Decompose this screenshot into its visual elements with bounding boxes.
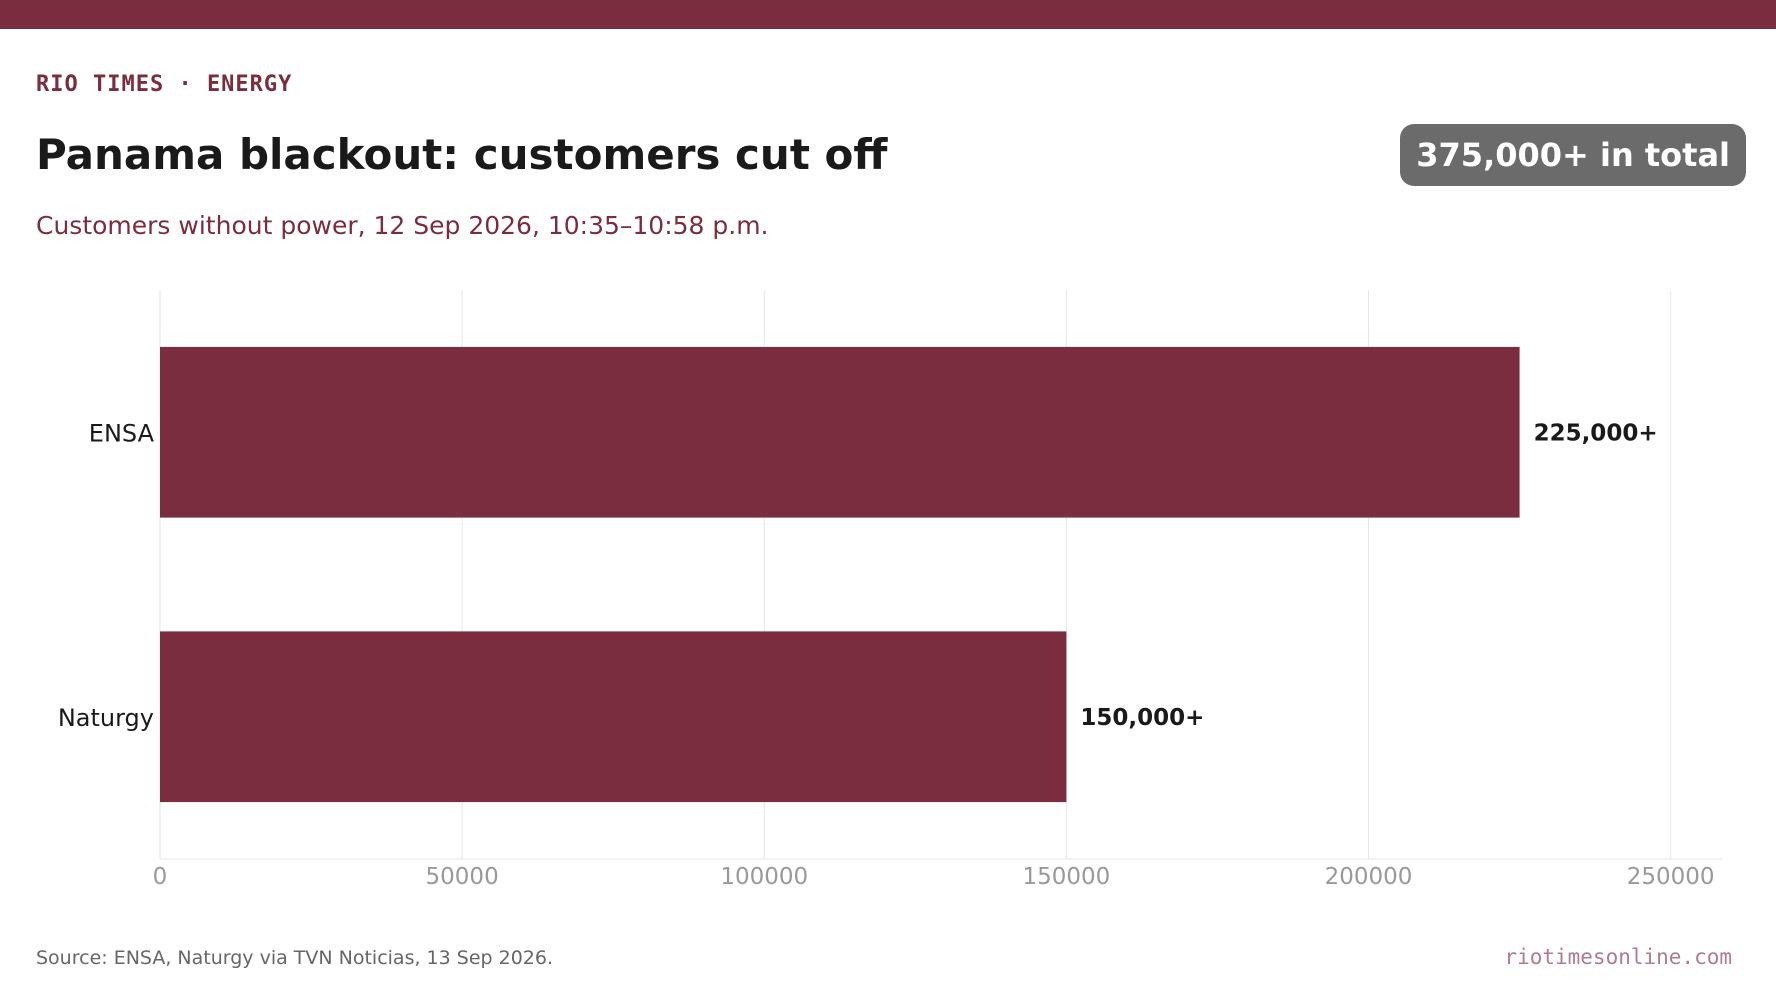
site-url: riotimesonline.com bbox=[1504, 945, 1732, 969]
category-label: ENSA bbox=[89, 419, 155, 447]
total-badge: 375,000+ in total bbox=[1400, 124, 1746, 186]
section-kicker: RIO TIMES · ENERGY bbox=[36, 72, 293, 97]
category-label: Naturgy bbox=[58, 704, 154, 732]
bar-chart: 0 50000 100000 150000 200000 250000 ENSA 225,00… bbox=[58, 290, 1722, 890]
x-tick-label: 100000 bbox=[720, 864, 808, 890]
source-note: Source: ENSA, Naturgy via TVN Noticias, … bbox=[36, 947, 554, 969]
x-tick-label: 150000 bbox=[1022, 864, 1110, 890]
bar-ensa bbox=[160, 346, 1520, 518]
x-tick-label: 200000 bbox=[1325, 864, 1413, 890]
data-label: 225,000+ bbox=[1534, 420, 1658, 446]
chart-title: Panama blackout: customers cut off bbox=[36, 130, 888, 179]
x-tick-label: 50000 bbox=[426, 864, 499, 890]
data-label: 150,000+ bbox=[1080, 705, 1204, 731]
bars bbox=[160, 346, 1520, 803]
chart-subtitle: Customers without power, 12 Sep 2026, 10… bbox=[36, 211, 769, 240]
bar-naturgy bbox=[160, 631, 1067, 803]
x-tick-label: 250000 bbox=[1627, 864, 1715, 890]
top-accent-bar bbox=[0, 0, 1776, 29]
x-tick-label: 0 bbox=[153, 864, 168, 890]
labels: 0 50000 100000 150000 200000 250000 ENSA 225,00… bbox=[58, 419, 1715, 890]
